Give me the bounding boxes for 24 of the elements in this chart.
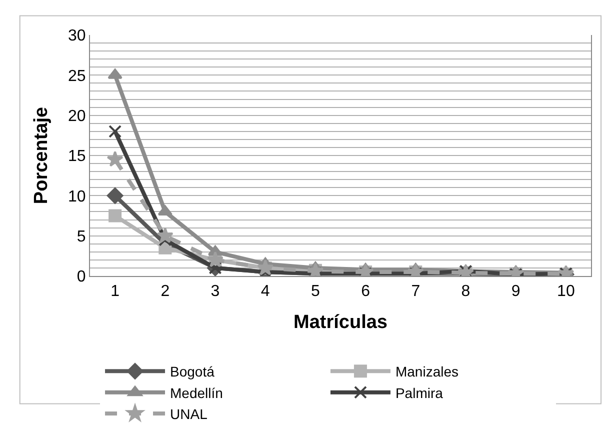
x-tick-label: 9 xyxy=(511,283,520,300)
x-tick-label: 10 xyxy=(557,283,575,300)
x-tick-label: 5 xyxy=(310,283,320,300)
x-tick-label: 1 xyxy=(110,283,120,300)
y-tick-label: 20 xyxy=(68,108,86,125)
y-tick-label: 0 xyxy=(76,268,86,286)
y-tick-label: 15 xyxy=(68,148,86,166)
x-tick-label: 6 xyxy=(361,283,370,300)
x-tick-label: 3 xyxy=(210,283,220,300)
y-tick-label: 25 xyxy=(68,68,86,85)
x-tick-label: 2 xyxy=(160,283,170,300)
legend-label: UNAL xyxy=(170,406,208,422)
legend-label: Manizales xyxy=(395,364,458,380)
x-tick-label: 8 xyxy=(461,283,470,300)
y-tick-label: 10 xyxy=(68,188,86,206)
legend-label: Palmira xyxy=(395,384,444,401)
legend-label: Bogotá xyxy=(170,364,215,380)
legend-label: Medellín xyxy=(170,384,223,401)
x-tick-label: 4 xyxy=(260,283,270,300)
y-tick-label: 5 xyxy=(76,228,86,246)
y-axis-title: Porcentaje xyxy=(30,106,52,204)
x-axis-title: Matrículas xyxy=(294,312,388,333)
x-tick-label: 7 xyxy=(411,283,420,300)
y-tick-label: 30 xyxy=(68,28,86,45)
